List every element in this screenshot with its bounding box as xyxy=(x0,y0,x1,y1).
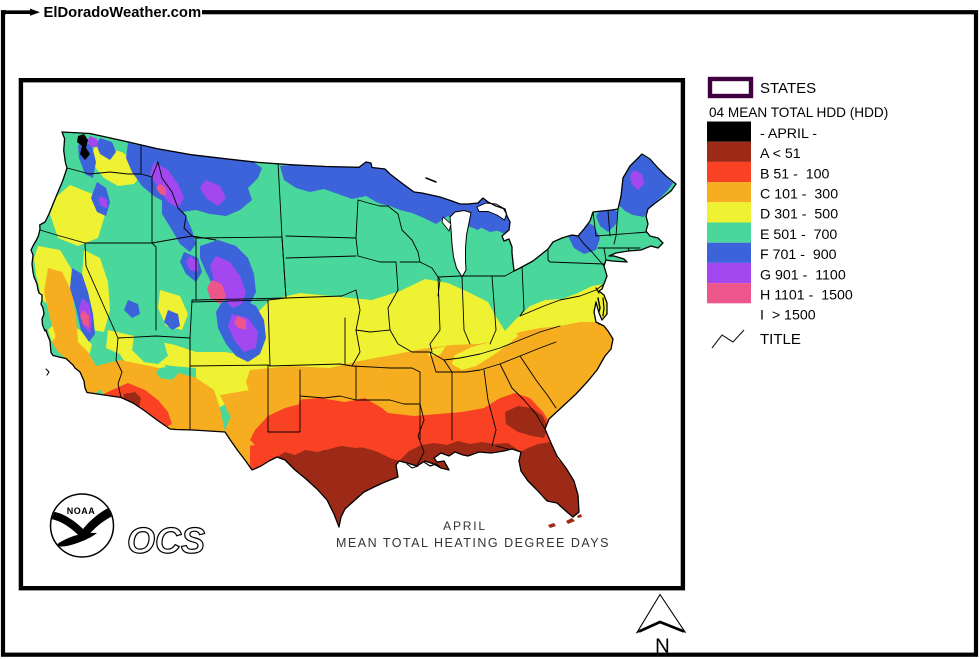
svg-text:MEAN TOTAL HEATING DEGREE: MEAN TOTAL HEATING DEGREE DAYS xyxy=(336,536,610,550)
svg-text:I > 1500: I > 1500 xyxy=(760,308,816,324)
svg-text:APRIL: APRIL xyxy=(443,519,487,533)
svg-text:A < 51: A < 51 xyxy=(760,146,801,162)
svg-text:ElDoradoWeather.com: ElDoradoWeather.com xyxy=(44,5,202,21)
svg-text:G 901 - 1100: G 901 - 1100 xyxy=(760,267,846,283)
svg-text:N: N xyxy=(655,635,670,658)
svg-text:04 MEAN TOTAL HDD (HDD): 04 MEAN TOTAL HDD (HDD) xyxy=(709,105,888,120)
svg-text:OCS: OCS xyxy=(127,520,205,561)
svg-text:H 1101 - 1500: H 1101 - 1500 xyxy=(760,288,853,304)
svg-text:B 51 - 100: B 51 - 100 xyxy=(760,166,830,182)
svg-text:E 501 - 700: E 501 - 700 xyxy=(760,227,837,243)
svg-text:STATES: STATES xyxy=(760,80,816,97)
svg-text:C 101 - 300: C 101 - 300 xyxy=(760,187,838,203)
svg-text:- APRIL -: - APRIL - xyxy=(760,126,817,142)
svg-text:D 301 - 500: D 301 - 500 xyxy=(760,207,838,223)
svg-text:NOAA: NOAA xyxy=(67,506,96,516)
svg-text:TITLE: TITLE xyxy=(760,331,801,348)
svg-text:F 701 - 900: F 701 - 900 xyxy=(760,247,837,263)
